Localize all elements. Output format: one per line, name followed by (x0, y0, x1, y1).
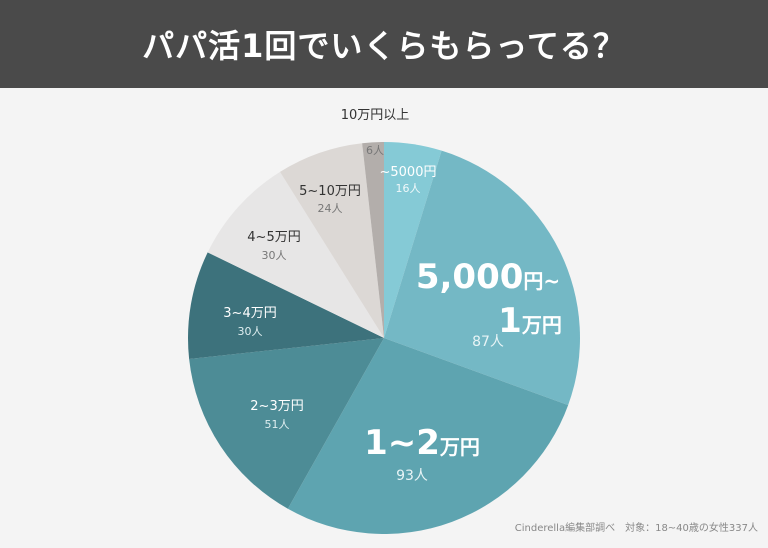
slice-label: 1万円 (498, 301, 562, 341)
slice-value-label: 30人 (262, 249, 287, 262)
page-title: パパ活1回でいくらもらってる？ (142, 27, 626, 65)
slice-label: 3~4万円 (223, 306, 276, 321)
header-bar: パパ活1回でいくらもらってる？ (0, 0, 768, 88)
slice-value-label: 93人 (396, 468, 428, 484)
pie-slice (188, 252, 384, 359)
source-note: Cinderella編集部調べ 対象：18~40歳の女性337人 (514, 523, 758, 534)
pie-slice (207, 171, 384, 338)
slice-label: 1~2万円 (364, 423, 480, 463)
pie-slice (362, 142, 384, 338)
slice-value-label: 51人 (265, 418, 290, 431)
slice-label: 5,000円~ (416, 257, 560, 297)
slice-value-label: 16人 (396, 182, 421, 195)
slice-value-label: 24人 (318, 202, 343, 215)
slice-label: 10万円以上 (341, 108, 410, 123)
slice-label: 2~3万円 (250, 399, 303, 414)
slice-label: ~5000円 (380, 165, 437, 180)
slice-label: 4~5万円 (247, 230, 300, 245)
pie-slice (279, 143, 384, 338)
slice-value-label: 6人 (366, 144, 384, 157)
slice-label: 5~10万円 (299, 184, 361, 199)
pie-slice (189, 338, 384, 509)
chart-area: ~5000円 16人 5,000円~ 1万円 87人 1~2万円 93人 2~3万円 51人 3~… (0, 88, 768, 548)
slice-value-label: 30人 (238, 325, 263, 338)
pie-slice (384, 150, 580, 406)
slice-value-label: 87人 (472, 334, 504, 350)
pie-slice (287, 338, 569, 534)
pie-slice (384, 142, 442, 338)
